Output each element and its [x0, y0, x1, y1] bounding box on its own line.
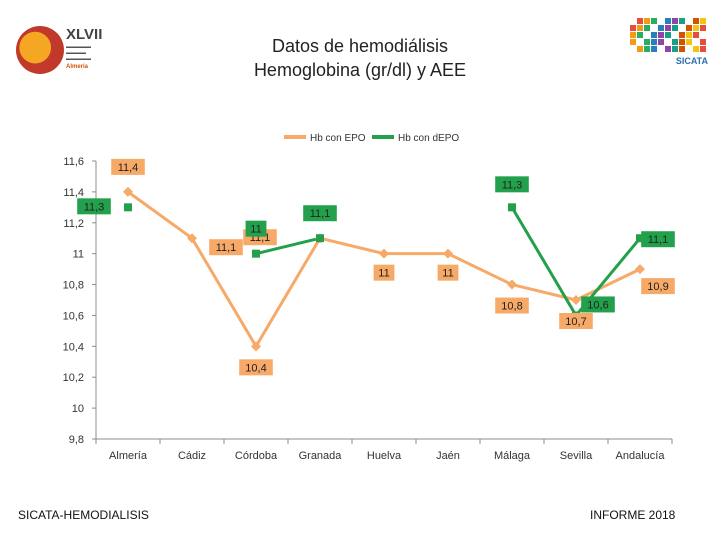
y-tick-label: 9,8 [69, 434, 84, 446]
footer-report: INFORME 2018 [590, 508, 676, 522]
data-label: 11,1 [310, 208, 331, 220]
data-label: 11,3 [502, 179, 523, 191]
sicata-logo-brand: SICATA [675, 56, 708, 66]
y-tick-label: 10,4 [63, 341, 84, 353]
sicata-mosaic-icon [630, 18, 712, 58]
congress-logo-roman: XLVII [66, 26, 103, 43]
point-epo [187, 233, 197, 244]
point-epo [507, 279, 517, 290]
x-tick-label: Andalucía [616, 450, 666, 462]
data-label-box [77, 198, 111, 215]
data-label-box [641, 278, 675, 295]
x-tick-label: Cádiz [178, 450, 206, 462]
x-tick-label: Granada [299, 450, 343, 462]
x-tick-label: Almería [109, 450, 148, 462]
x-tick-label: Jaén [436, 450, 460, 462]
data-label: 10,4 [245, 362, 266, 374]
y-tick-label: 10 [72, 403, 84, 415]
x-tick-label: Málaga [494, 450, 531, 462]
congress-logo: XLVII ▬▬▬▬▬ ▬▬▬▬ ▬▬▬▬▬ Almería [12, 22, 112, 78]
data-label-box [303, 205, 337, 222]
data-label-box [559, 313, 593, 329]
congress-logo-city: Almería [66, 64, 89, 70]
y-tick-label: 10,8 [63, 280, 84, 292]
data-label-box [245, 220, 267, 237]
chart-title-line-2: Hemoglobina (gr/dl) y AEE [253, 60, 467, 80]
x-tick-label: Córdoba [235, 450, 278, 462]
footer-source: SICATA-HEMODIALISIS [18, 508, 149, 522]
point-epo [443, 248, 453, 259]
data-label-box [239, 359, 273, 376]
point-depo [508, 203, 516, 212]
data-label: 11 [442, 268, 453, 280]
x-tick-label: Sevilla [560, 450, 593, 462]
data-label-box [209, 239, 243, 256]
point-epo [635, 264, 645, 275]
point-epo [123, 186, 133, 197]
data-label: 11,3 [84, 201, 105, 213]
data-label-box [437, 264, 459, 281]
data-label: 11,1 [216, 242, 237, 254]
data-label: 10,8 [501, 301, 522, 313]
data-label-box [581, 296, 615, 313]
point-epo [571, 295, 581, 305]
congress-logo-emblem-icon [16, 26, 64, 74]
data-label: 10,6 [587, 299, 608, 311]
point-depo [316, 234, 324, 243]
chart-title-line-1: Datos de hemodiálisis [271, 36, 449, 56]
data-label: 10,9 [647, 281, 668, 293]
data-label-box [641, 231, 675, 248]
y-tick-label: 10,2 [63, 372, 84, 384]
data-label: 11,1 [648, 234, 669, 246]
y-tick-label: 11,4 [63, 187, 84, 199]
point-depo [252, 249, 260, 258]
data-label: 10,7 [565, 316, 586, 328]
data-label: 11,4 [118, 162, 139, 174]
point-epo [379, 248, 389, 259]
data-label-box [495, 297, 529, 314]
legend-label: Hb con dEPO [398, 133, 459, 144]
y-tick-label: 11,6 [63, 156, 84, 168]
series-line-1 [255, 236, 321, 256]
data-label-box [111, 158, 145, 175]
legend-label: Hb con EPO [310, 133, 366, 144]
sicata-logo: SICATA [630, 10, 712, 68]
data-label-box [373, 264, 395, 281]
y-tick-label: 11 [73, 249, 84, 261]
data-label: 11 [250, 224, 261, 236]
data-label: 11 [378, 268, 389, 280]
y-tick-label: 11,2 [63, 218, 84, 230]
data-label-box [495, 176, 529, 193]
point-depo [124, 203, 132, 212]
congress-logo-lines-icon: ▬▬▬▬▬ ▬▬▬▬ ▬▬▬▬▬ [66, 44, 91, 62]
y-tick-label: 10,6 [63, 310, 84, 322]
x-tick-label: Huelva [367, 450, 402, 462]
point-depo [636, 234, 644, 243]
point-epo [251, 341, 261, 352]
chart-title: Datos de hemodiálisis Hemoglobina (gr/dl… [0, 34, 720, 82]
